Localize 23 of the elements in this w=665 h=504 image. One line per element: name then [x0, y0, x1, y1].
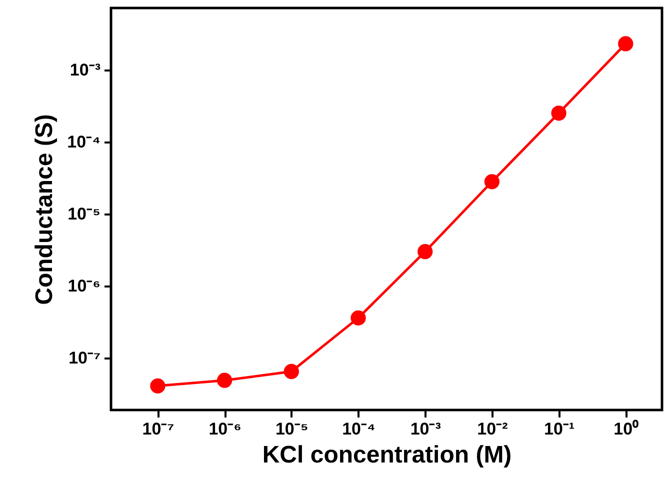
x-tick-label: 10⁻¹	[544, 420, 575, 438]
point	[484, 174, 500, 190]
y-tick-label: 10⁻⁷	[68, 348, 100, 368]
point	[618, 36, 634, 52]
point	[551, 106, 566, 121]
point	[350, 310, 366, 326]
y-tick-label: 10⁻³	[70, 60, 101, 80]
x-tick-label: 10⁻⁵	[275, 420, 308, 438]
y-axis-title: Conductance (S)	[31, 114, 58, 305]
y-tick-label: 10⁻⁵	[68, 204, 100, 224]
point	[418, 244, 433, 260]
point	[216, 372, 232, 388]
x-tick-label: 10⁻⁷	[142, 420, 174, 438]
x-tick-label: 10⁻³	[410, 420, 442, 438]
y-tick-label: 10⁻⁶	[68, 276, 100, 296]
x-tick-label: 10⁻⁶	[208, 420, 242, 438]
point	[150, 378, 166, 394]
x-tick-label: 10⁻⁴	[342, 420, 376, 438]
x-axis-title: KCl concentration (M)	[262, 442, 512, 468]
y-tick-label: 10⁻⁴	[67, 132, 100, 152]
x-tick-label: 10⁰	[614, 420, 639, 438]
point	[284, 364, 299, 380]
x-tick-label: 10⁻²	[477, 420, 508, 438]
